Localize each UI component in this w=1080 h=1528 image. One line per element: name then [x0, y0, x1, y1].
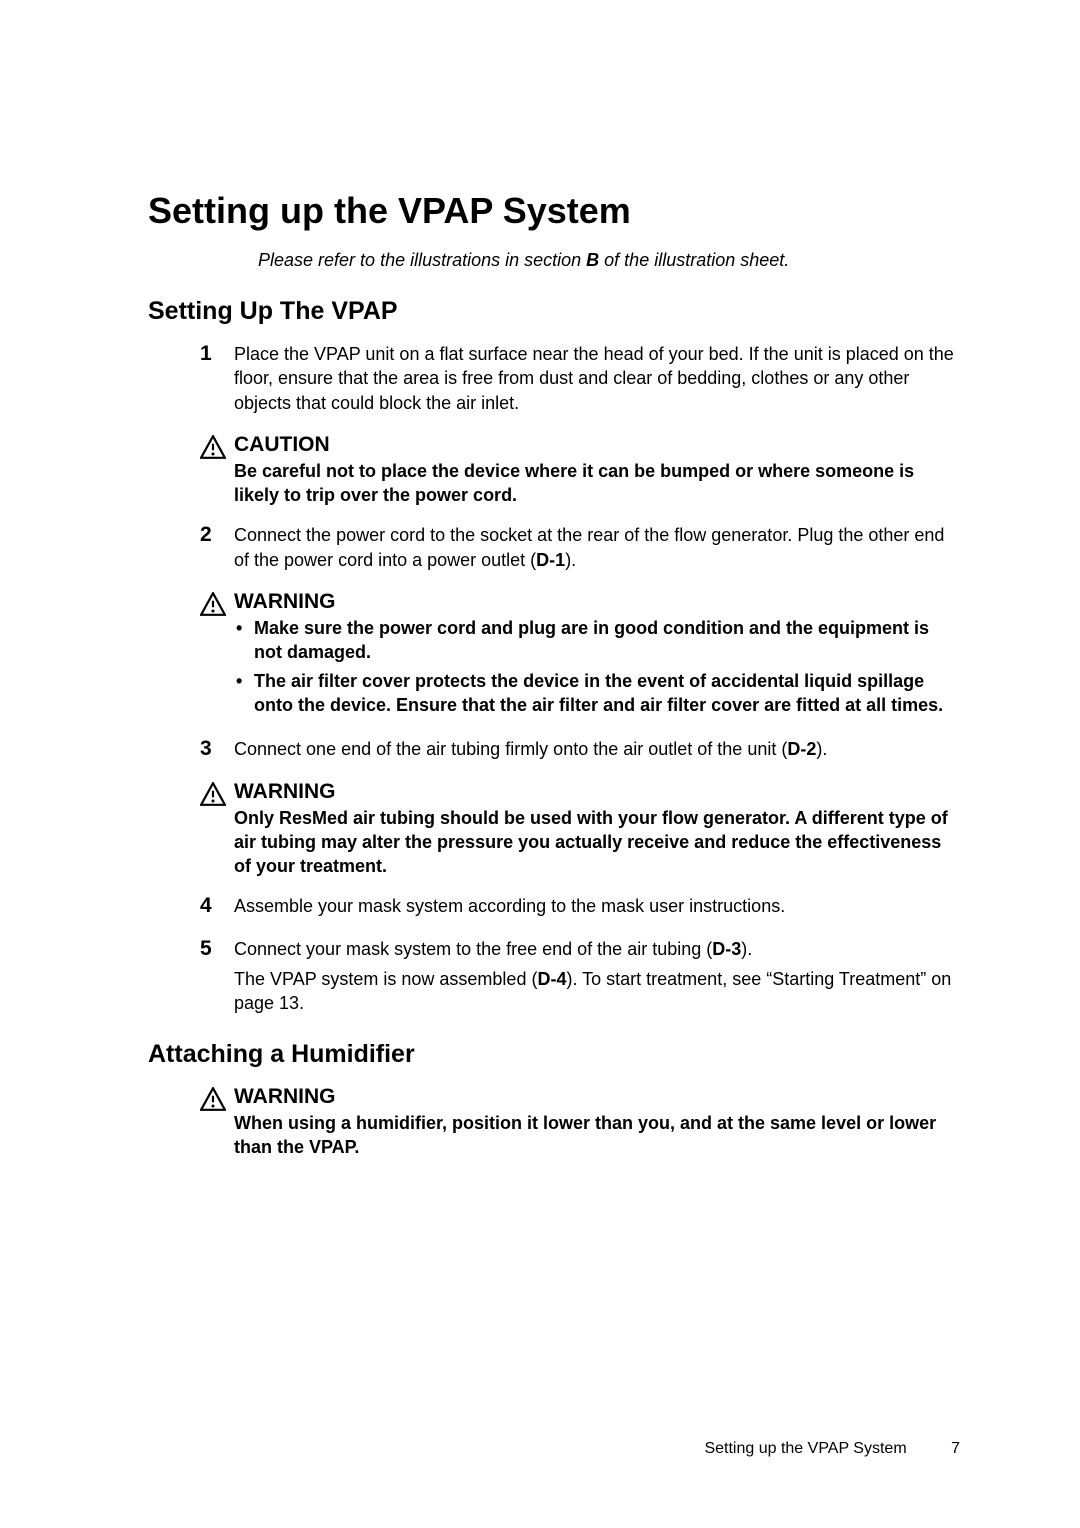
- step-5-body: Connect your mask system to the free end…: [234, 937, 960, 1022]
- step-2-pre: Connect the power cord to the socket at …: [234, 525, 944, 569]
- step-2-body: Connect the power cord to the socket at …: [234, 523, 960, 572]
- page-title: Setting up the VPAP System: [148, 190, 960, 232]
- caution-callout: CAUTION Be careful not to place the devi…: [200, 433, 960, 508]
- step-5: 5 Connect your mask system to the free e…: [200, 937, 960, 1022]
- caution-triangle-icon: [200, 433, 234, 508]
- illus-ref-bold: B: [586, 250, 599, 270]
- illus-ref-post: of the illustration sheet.: [599, 250, 789, 270]
- step-4-text: Assemble your mask system according to t…: [234, 896, 785, 916]
- step-5-l2-bold: D-4: [537, 969, 566, 989]
- section-setup-heading: Setting Up The VPAP: [148, 297, 960, 326]
- warning-3-callout: WARNING When using a humidifier, positio…: [200, 1085, 960, 1160]
- page-footer: Setting up the VPAP System 7: [704, 1440, 960, 1458]
- footer-page-number: 7: [951, 1440, 960, 1458]
- caution-label: CAUTION: [234, 433, 960, 457]
- warning-triangle-icon: [200, 1085, 234, 1160]
- warning-2-content: WARNING Only ResMed air tubing should be…: [234, 780, 960, 879]
- step-5-l2-pre: The VPAP system is now assembled (: [234, 969, 537, 989]
- step-3-number: 3: [200, 737, 234, 761]
- step-3: 3 Connect one end of the air tubing firm…: [200, 737, 960, 761]
- step-4-body: Assemble your mask system according to t…: [234, 894, 960, 918]
- warning-3-label: WARNING: [234, 1085, 960, 1109]
- step-3-pre: Connect one end of the air tubing firmly…: [234, 739, 787, 759]
- step-1-body: Place the VPAP unit on a flat surface ne…: [234, 342, 960, 415]
- warning-2-text: Only ResMed air tubing should be used wi…: [234, 806, 960, 879]
- step-3-post: ).: [816, 739, 827, 759]
- warning-2-callout: WARNING Only ResMed air tubing should be…: [200, 780, 960, 879]
- step-3-bold: D-2: [787, 739, 816, 759]
- warning-1-label: WARNING: [234, 590, 960, 614]
- warning-1-callout: WARNING Make sure the power cord and plu…: [200, 590, 960, 721]
- illustration-reference: Please refer to the illustrations in sec…: [258, 250, 960, 271]
- warning-1-content: WARNING Make sure the power cord and plu…: [234, 590, 960, 721]
- step-5-l1-pre: Connect your mask system to the free end…: [234, 939, 712, 959]
- caution-content: CAUTION Be careful not to place the devi…: [234, 433, 960, 508]
- step-2-post: ).: [565, 550, 576, 570]
- step-4: 4 Assemble your mask system according to…: [200, 894, 960, 918]
- warning-3-text: When using a humidifier, position it low…: [234, 1111, 960, 1160]
- illus-ref-pre: Please refer to the illustrations in sec…: [258, 250, 586, 270]
- section-humidifier-heading: Attaching a Humidifier: [148, 1040, 960, 1069]
- step-1-text: Place the VPAP unit on a flat surface ne…: [234, 344, 954, 413]
- step-1: 1 Place the VPAP unit on a flat surface …: [200, 342, 960, 415]
- warning-2-label: WARNING: [234, 780, 960, 804]
- step-2: 2 Connect the power cord to the socket a…: [200, 523, 960, 572]
- footer-text: Setting up the VPAP System: [704, 1440, 906, 1457]
- page-container: Setting up the VPAP System Please refer …: [0, 0, 1080, 1528]
- step-1-number: 1: [200, 342, 234, 415]
- warning-1-bullet-2: The air filter cover protects the device…: [234, 669, 960, 718]
- step-4-number: 4: [200, 894, 234, 918]
- warning-triangle-icon: [200, 780, 234, 879]
- step-3-body: Connect one end of the air tubing firmly…: [234, 737, 960, 761]
- step-5-number: 5: [200, 937, 234, 1022]
- warning-3-content: WARNING When using a humidifier, positio…: [234, 1085, 960, 1160]
- step-5-l1-post: ).: [741, 939, 752, 959]
- step-2-number: 2: [200, 523, 234, 572]
- warning-triangle-icon: [200, 590, 234, 721]
- caution-text: Be careful not to place the device where…: [234, 459, 960, 508]
- step-2-bold: D-1: [536, 550, 565, 570]
- step-5-l1-bold: D-3: [712, 939, 741, 959]
- warning-1-bullet-1: Make sure the power cord and plug are in…: [234, 616, 960, 665]
- warning-1-list: Make sure the power cord and plug are in…: [234, 616, 960, 717]
